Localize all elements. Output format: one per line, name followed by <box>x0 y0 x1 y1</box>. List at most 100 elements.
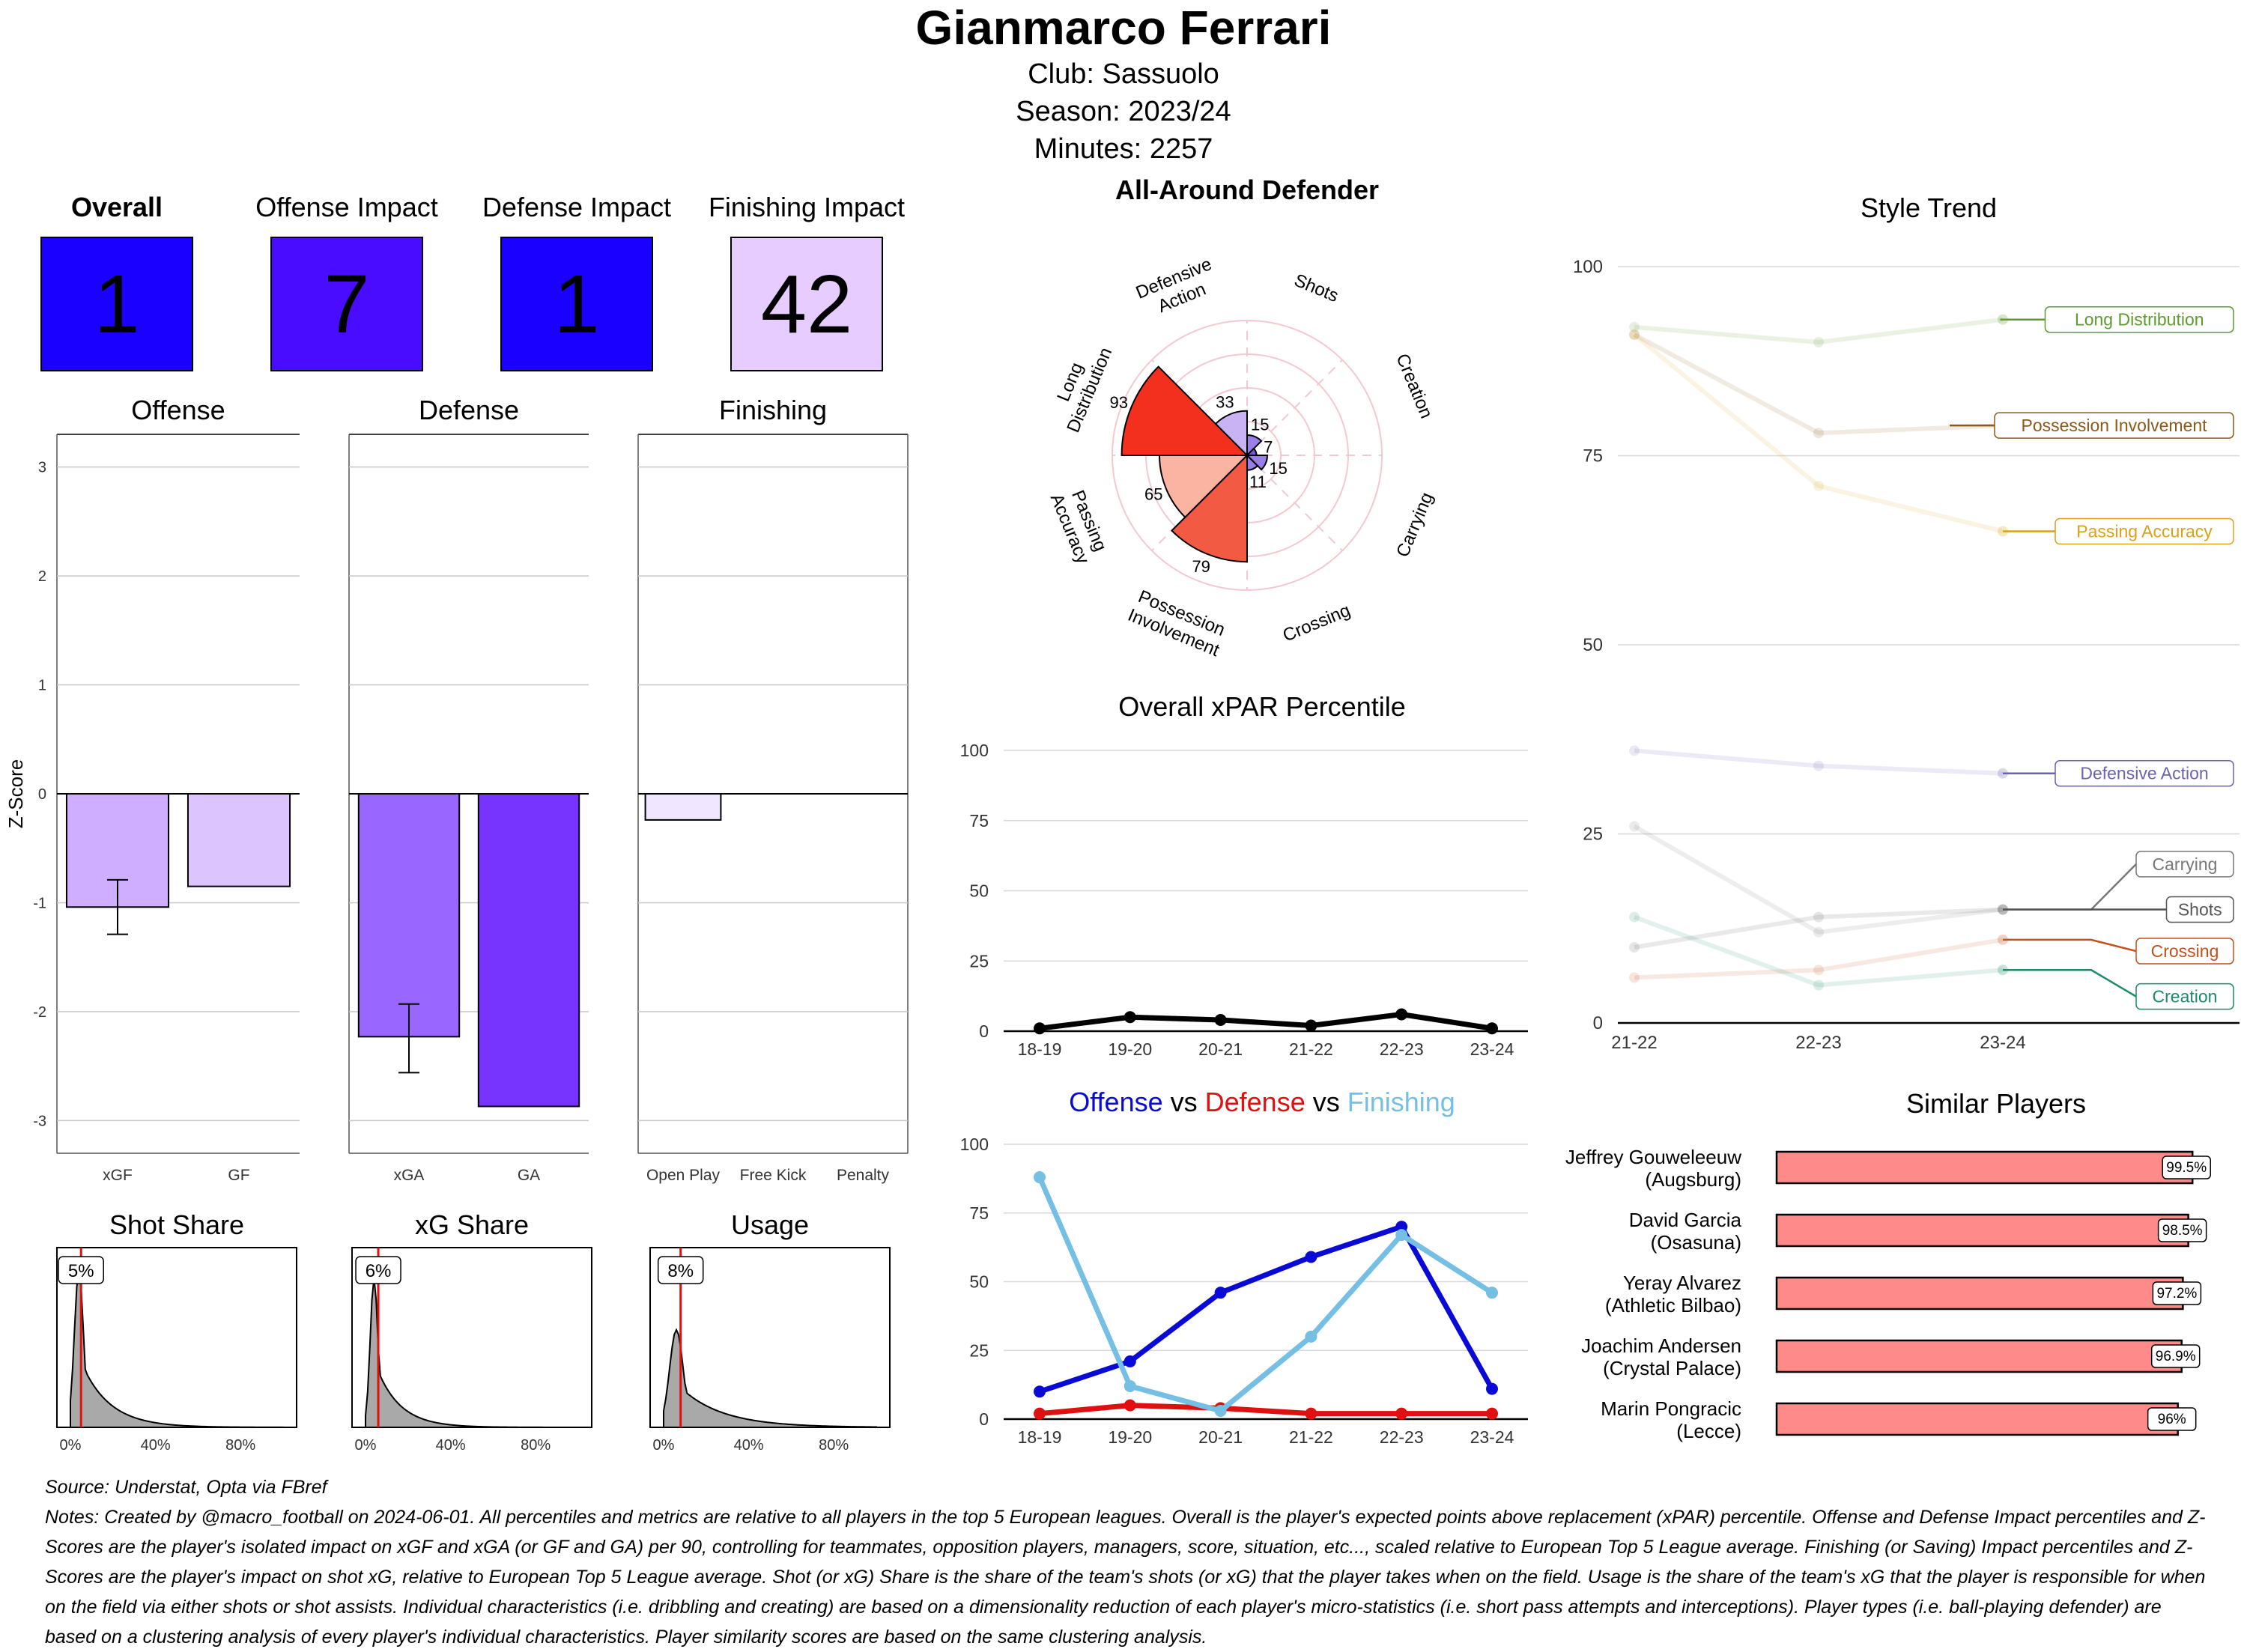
radar-chart: All-Around Defender 15 Shots 7 Creation 15 Car… <box>1046 174 1437 661</box>
similar-players-title: Similar Players <box>1906 1088 2086 1119</box>
series-point <box>1395 1221 1408 1233</box>
style-series-point <box>1629 321 1640 332</box>
series-point <box>1486 1287 1498 1299</box>
style-series-point <box>1629 942 1640 953</box>
radar-spoke <box>1246 455 1343 551</box>
y-tick-label: 0 <box>979 1021 989 1041</box>
odf-chart: Offense vs Defense vs Finishing 0 25 50 75 10… <box>960 1087 1528 1445</box>
tile-offense-value: 7 <box>324 258 370 350</box>
x-tick-label: 21-22 <box>1611 1033 1657 1053</box>
density-tick: 0% <box>355 1437 377 1454</box>
similarity-value-label: 96% <box>2158 1412 2186 1427</box>
tile-finishing: 42 <box>730 237 883 371</box>
zscore-tick-label: 0 <box>38 786 46 803</box>
x-tick-label: 21-22 <box>1289 1039 1333 1059</box>
odf-title: Offense vs Defense vs Finishing <box>1069 1087 1455 1117</box>
bar-open-play <box>644 793 722 821</box>
series-point <box>1305 1251 1317 1263</box>
density-tick: 0% <box>653 1437 675 1454</box>
odf-title-part: vs <box>1306 1087 1340 1117</box>
bar-gf <box>187 793 291 887</box>
radar-value-label: 79 <box>1192 557 1210 576</box>
density-tick: 80% <box>521 1437 551 1454</box>
y-tick-label: 100 <box>960 1135 989 1154</box>
density-area <box>70 1269 284 1428</box>
style-series-label: Long Distribution <box>2075 310 2204 330</box>
minutes-line: Minutes: 2257 <box>0 130 2247 168</box>
y-tick-label: 25 <box>1583 825 1603 845</box>
style-label-box <box>2135 983 2234 1010</box>
zscore-tick-label: 2 <box>38 568 46 585</box>
y-tick-label: 25 <box>969 1340 989 1360</box>
y-tick-label: 50 <box>969 881 989 901</box>
y-tick-label: 0 <box>979 1409 989 1429</box>
radar-value-label: 11 <box>1249 473 1267 491</box>
similarity-bar <box>1775 1213 2189 1248</box>
club-label: Club: <box>1028 58 1094 90</box>
style-label-box <box>2055 759 2234 787</box>
zscore-ylabel: Z-Score <box>4 759 27 828</box>
series-line <box>1037 1176 1494 1414</box>
density-title: Shot Share <box>109 1209 244 1240</box>
similarity-value-label: 98.5% <box>2162 1223 2203 1239</box>
panel-title-finishing: Finishing <box>719 397 827 425</box>
style-series-point <box>1813 337 1824 347</box>
style-label-box <box>2165 896 2234 923</box>
density-tick: 40% <box>734 1437 764 1454</box>
style-series-point <box>1629 972 1640 983</box>
category-label: GA <box>518 1167 540 1184</box>
similar-player-club: (Crystal Palace) <box>1603 1357 1741 1379</box>
style-series-line <box>1634 907 2004 950</box>
density-title: xG Share <box>415 1209 529 1240</box>
odf-title-part: Offense <box>1069 1087 1162 1117</box>
club-value: Sassuolo <box>1102 58 1219 90</box>
density-tick: 80% <box>819 1437 849 1454</box>
radar-value-label: 7 <box>1264 437 1273 456</box>
y-tick-label: 25 <box>969 951 989 971</box>
style-label-leader <box>2003 969 2137 997</box>
similarity-value-box <box>2152 1281 2202 1305</box>
bar-xga <box>357 793 461 1038</box>
category-label: Free Kick <box>740 1167 807 1184</box>
series-point <box>1395 1229 1408 1242</box>
radar-wedge <box>1171 453 1248 563</box>
style-series-line <box>1633 914 2004 988</box>
density-value-box <box>355 1256 401 1284</box>
tile-overall-value: 1 <box>94 258 140 350</box>
x-tick-label: 23-24 <box>1470 1039 1514 1059</box>
category-label: GF <box>228 1167 249 1184</box>
series-point <box>1486 1022 1498 1035</box>
y-tick-label: 0 <box>1593 1013 1603 1033</box>
density-tick: 40% <box>141 1437 171 1454</box>
similarity-value-label: 99.5% <box>2166 1160 2207 1176</box>
zscore-chart: Z-Score 3 2 1 0 -1 -2 -3 Offense xGF GF Defense xGA G… <box>4 397 909 1184</box>
style-series-point <box>1813 965 1824 976</box>
similar-player-club: (Athletic Bilbao) <box>1605 1294 1741 1317</box>
radar-category-label: Shots <box>1291 270 1341 306</box>
radar-category-line: Creation <box>1392 351 1437 422</box>
style-series-line <box>1634 937 2004 980</box>
density-charts: Shot Share 5% 0% 40% 80% xG Share 6% 0% 40% 80% Us… <box>56 1209 891 1454</box>
radar-category-label: Carrying <box>1392 490 1437 560</box>
series-point <box>1486 1407 1498 1420</box>
density-value-label: 8% <box>667 1261 694 1281</box>
style-label-leader <box>2003 938 2137 953</box>
radar-value-label: 65 <box>1144 485 1162 504</box>
density-tick: 40% <box>436 1437 466 1454</box>
series-point <box>1124 1011 1136 1024</box>
style-series-point <box>1629 329 1640 340</box>
xpar-chart: Overall xPAR Percentile 0 25 50 75 100 18-19 19… <box>960 691 1528 1059</box>
zscore-tick-label: -3 <box>33 1113 46 1129</box>
similarity-value-label: 96.9% <box>2156 1349 2196 1364</box>
odf-title-part: Finishing <box>1340 1087 1455 1117</box>
y-tick-label: 75 <box>1583 446 1603 467</box>
zscore-tick-label: -2 <box>33 1004 46 1021</box>
tile-defense: 1 <box>500 237 653 371</box>
category-label: xGF <box>103 1167 133 1184</box>
series-point <box>1305 1019 1317 1032</box>
style-series-label: Passing Accuracy <box>2076 522 2213 541</box>
x-tick-label: 19-20 <box>1108 1039 1152 1059</box>
y-tick-label: 100 <box>1573 257 1603 277</box>
odf-title-part: Defense <box>1198 1087 1306 1117</box>
